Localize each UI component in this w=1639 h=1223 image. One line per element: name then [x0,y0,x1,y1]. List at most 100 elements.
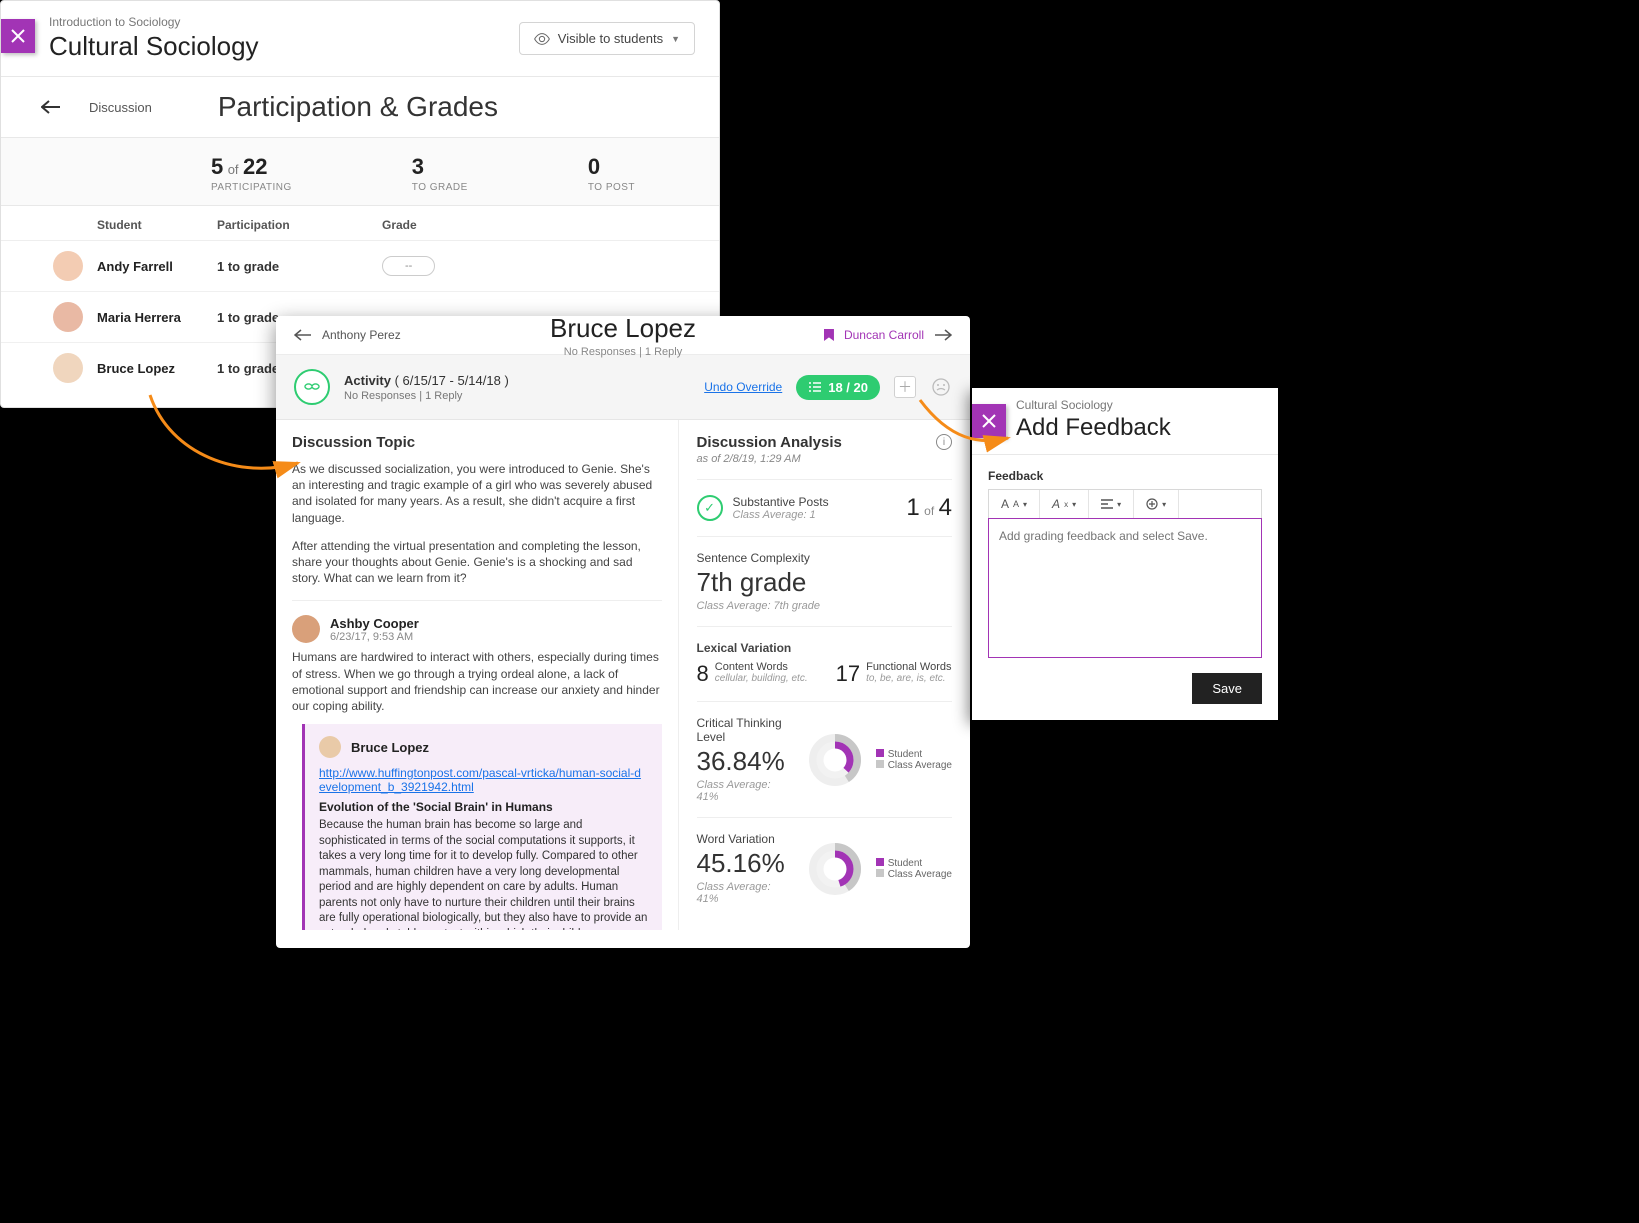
divider [697,817,952,818]
participation-text: 1 to grade [217,310,279,325]
metric-label: Word Variation [697,832,794,846]
stat-participating: 5 of 22 PARTICIPATING [211,154,292,193]
col-student: Student [97,218,217,232]
stat-value: 3 [412,154,468,180]
student-sub: No Responses | 1 Reply [276,346,970,358]
lexical-row: 8 Content Words cellular, building, etc.… [697,661,952,687]
discussion-column: Discussion Topic As we discussed sociali… [276,420,679,930]
table-row[interactable]: Andy Farrell 1 to grade -- [1,241,719,292]
topic-heading: Discussion Topic [292,434,662,451]
legend-student: Student [888,749,922,760]
avatar [53,302,83,332]
activity-icon [294,369,330,405]
feedback-crumb: Cultural Sociology [1016,398,1264,412]
course-breadcrumb: Introduction to Sociology [49,15,259,29]
post-date: 6/23/17, 9:53 AM [330,631,419,643]
feedback-title: Add Feedback [1016,414,1264,442]
divider [697,536,952,537]
metric-avg: Class Average: 7th grade [697,600,952,612]
divider [292,600,662,601]
post-body: Humans are hardwired to interact with ot… [292,649,662,714]
save-button[interactable]: Save [1192,673,1262,704]
avatar [292,615,320,643]
table-header: Student Participation Grade [1,206,719,241]
divider [697,479,952,480]
subheader: Discussion Participation & Grades [1,77,719,138]
participation-text: 1 to grade [217,259,279,274]
stat-value: 0 [588,154,635,180]
avatar [53,251,83,281]
reply-body: Because the human brain has become so la… [319,818,648,930]
student-name[interactable]: Andy Farrell [97,259,217,274]
functional-examples: to, be, are, is, etc. [866,673,951,684]
lexical-title: Lexical Variation [697,641,952,655]
chevron-down-icon: ▼ [671,34,680,44]
stat-to-grade: 3 TO GRADE [412,154,468,193]
post-author: Ashby Cooper [330,616,419,631]
grade-pill[interactable]: -- [382,256,435,276]
stat-to-post: 0 TO POST [588,154,635,193]
student-detail-panel: Anthony Perez Bruce Lopez No Responses |… [276,316,970,948]
stat-label: TO GRADE [412,182,468,193]
substantive-avg: Class Average: 1 [733,509,829,521]
donut-legend: Student Class Average [876,749,952,771]
add-button[interactable]: ＋ [894,376,916,398]
metric-label: Sentence Complexity [697,551,952,565]
activity-sub: No Responses | 1 Reply [344,390,690,402]
reply-title: Evolution of the 'Social Brain' in Human… [319,800,648,814]
current-student: Bruce Lopez No Responses | 1 Reply [276,316,970,358]
activity-bar: Activity ( 6/15/17 - 5/14/18 ) No Respon… [276,355,970,420]
discussion-post: Ashby Cooper 6/23/17, 9:53 AM Humans are… [292,615,662,714]
tab-discussion[interactable]: Discussion [89,100,152,115]
score-pill[interactable]: 18 / 20 [796,375,880,400]
close-button[interactable] [1,19,35,53]
panel1-header: Introduction to Sociology Cultural Socio… [1,1,719,77]
stat-value: 5 [211,154,223,179]
substantive-of: 4 [939,494,952,521]
reply-author: Bruce Lopez [351,740,429,755]
panel3-header: Cultural Sociology Add Feedback [972,388,1278,455]
complexity-metric: Sentence Complexity 7th grade Class Aver… [697,551,952,612]
toolbar-font-size[interactable]: AA ▾ [989,490,1040,518]
student-name[interactable]: Bruce Lopez [97,361,217,376]
feedback-label: Feedback [988,469,1262,483]
feedback-textarea[interactable] [988,518,1262,658]
eye-icon [534,33,550,45]
page-title: Cultural Sociology [49,31,259,62]
visibility-label: Visible to students [558,31,663,46]
close-button[interactable] [972,404,1006,438]
stat-of: 22 [243,154,267,179]
legend-student: Student [888,858,922,869]
list-icon [808,381,822,393]
score-text: 18 / 20 [828,380,868,395]
content-examples: cellular, building, etc. [715,673,808,684]
topic-paragraph: As we discussed socialization, you were … [292,461,662,526]
participation-cell: 1 to grade [217,259,382,274]
panel2-header: Anthony Perez Bruce Lopez No Responses |… [276,316,970,355]
content-count: 8 [697,661,709,687]
reply-url-link[interactable]: http://www.huffingtonpost.com/pascal-vrt… [319,766,648,794]
col-grade: Grade [382,218,502,232]
undo-override-link[interactable]: Undo Override [704,380,782,394]
stat-label: PARTICIPATING [211,182,292,193]
col-participation: Participation [217,218,382,232]
student-name: Bruce Lopez [276,316,970,344]
feedback-icon-button[interactable] [930,376,952,398]
divider [697,701,952,702]
toolbar-insert[interactable]: ▾ [1134,490,1179,518]
visibility-dropdown[interactable]: Visible to students ▼ [519,22,695,55]
substantive-row: ✓ Substantive Posts Class Average: 1 1 o… [697,494,952,522]
toolbar-style[interactable]: Ax ▾ [1040,490,1089,518]
info-icon[interactable]: i [936,434,952,450]
student-name[interactable]: Maria Herrera [97,310,217,325]
activity-range: ( 6/15/17 - 5/14/18 ) [395,373,509,388]
substantive-label: Substantive Posts [733,495,829,509]
metric-avg: Class Average: 41% [697,779,794,803]
metric-value: 45.16% [697,848,794,879]
analysis-title: Discussion Analysis [697,434,842,451]
toolbar-align[interactable]: ▾ [1089,490,1134,518]
functional-count: 17 [836,661,860,687]
back-button[interactable] [41,96,63,118]
word-variation-row: Word Variation 45.16% Class Average: 41%… [697,832,952,905]
legend-class: Class Average [888,760,952,771]
